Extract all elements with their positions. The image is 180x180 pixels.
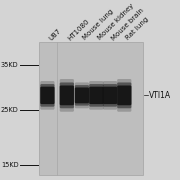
FancyBboxPatch shape xyxy=(60,79,74,112)
Text: Mouse lung: Mouse lung xyxy=(82,8,115,41)
FancyBboxPatch shape xyxy=(75,82,89,108)
Text: VTI1A: VTI1A xyxy=(148,91,171,100)
FancyBboxPatch shape xyxy=(40,81,55,110)
FancyBboxPatch shape xyxy=(117,82,131,108)
Text: 25KD: 25KD xyxy=(1,107,19,113)
FancyBboxPatch shape xyxy=(75,87,89,103)
FancyBboxPatch shape xyxy=(117,79,131,112)
FancyBboxPatch shape xyxy=(40,87,55,104)
Text: Mouse brain: Mouse brain xyxy=(110,7,145,41)
FancyBboxPatch shape xyxy=(40,84,55,107)
FancyBboxPatch shape xyxy=(75,85,89,106)
FancyBboxPatch shape xyxy=(103,87,117,104)
Text: HT1080: HT1080 xyxy=(67,18,91,41)
FancyBboxPatch shape xyxy=(103,81,117,110)
FancyBboxPatch shape xyxy=(89,84,103,107)
FancyBboxPatch shape xyxy=(103,84,117,107)
FancyBboxPatch shape xyxy=(117,86,131,105)
FancyBboxPatch shape xyxy=(89,81,103,110)
Text: 15KD: 15KD xyxy=(1,162,19,168)
FancyBboxPatch shape xyxy=(60,86,74,105)
Text: Rat lung: Rat lung xyxy=(124,16,149,41)
FancyBboxPatch shape xyxy=(89,87,103,104)
FancyBboxPatch shape xyxy=(60,82,74,108)
Text: Mouse kidney: Mouse kidney xyxy=(96,3,135,41)
Text: 35KD: 35KD xyxy=(1,62,19,68)
Text: U87: U87 xyxy=(47,27,62,41)
FancyBboxPatch shape xyxy=(39,42,143,175)
